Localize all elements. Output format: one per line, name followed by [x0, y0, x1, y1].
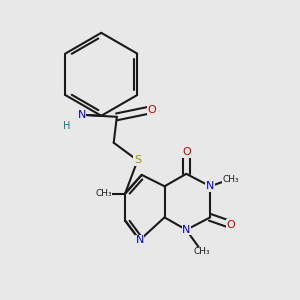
Text: N: N — [77, 110, 86, 120]
Text: O: O — [226, 220, 235, 230]
Text: S: S — [134, 155, 141, 165]
Text: O: O — [182, 147, 191, 157]
Text: N: N — [135, 235, 144, 245]
Text: CH₃: CH₃ — [95, 189, 112, 198]
Text: N: N — [206, 181, 214, 191]
Text: CH₃: CH₃ — [223, 175, 239, 184]
Text: H: H — [63, 121, 71, 131]
Text: O: O — [148, 105, 156, 115]
Text: N: N — [182, 225, 190, 235]
Text: CH₃: CH₃ — [194, 247, 210, 256]
